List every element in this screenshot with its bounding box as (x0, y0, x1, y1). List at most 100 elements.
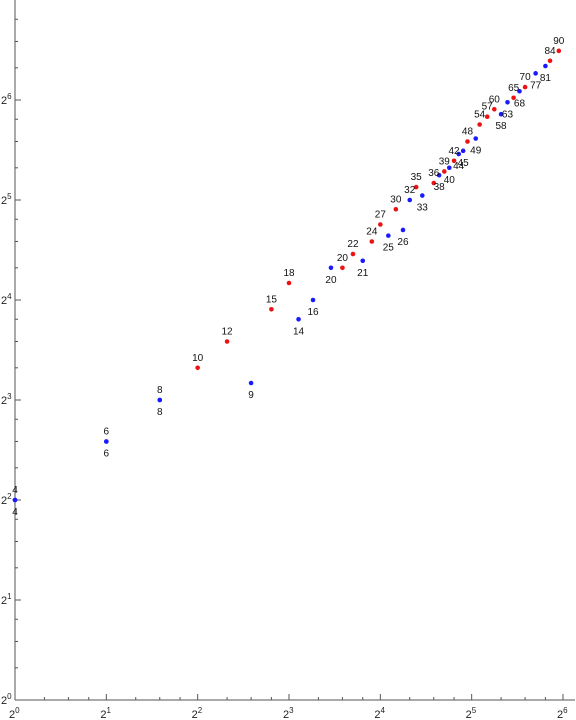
x-tick-label: 21 (100, 706, 111, 720)
data-point-label: 33 (417, 203, 429, 214)
data-point-label: 25 (383, 243, 395, 254)
data-point-label: 81 (540, 73, 552, 84)
y-tick-label: 25 (1, 192, 12, 207)
data-point (12, 497, 18, 503)
data-point (328, 265, 334, 271)
data-point (547, 58, 553, 64)
data-point (473, 136, 479, 141)
data-point-label: 10 (192, 353, 204, 364)
x-tick-label: 23 (283, 706, 294, 720)
data-point (407, 197, 413, 203)
data-point-label: 84 (544, 46, 556, 57)
data-point (543, 63, 548, 69)
data-point (436, 172, 442, 178)
data-point (393, 207, 399, 212)
data-point (350, 251, 356, 257)
data-point-label: 9 (248, 390, 254, 401)
data-point (505, 99, 510, 105)
data-point (369, 239, 375, 244)
data-point (386, 233, 391, 238)
data-point-label: 45 (458, 158, 470, 169)
data-point (492, 107, 497, 112)
data-point (465, 139, 470, 144)
data-point (431, 180, 437, 186)
y-tick-label: 22 (1, 492, 12, 507)
x-tick-label: 24 (374, 706, 385, 720)
data-point-label: 48 (462, 127, 474, 138)
data-point-label: 18 (283, 268, 295, 279)
data-point (195, 365, 200, 371)
data-point-label: 65 (508, 83, 520, 94)
data-point-label: 58 (496, 121, 508, 132)
data-point (456, 151, 461, 157)
data-point-label: 16 (307, 307, 319, 318)
data-points (12, 48, 562, 503)
data-point-label: 24 (366, 227, 378, 238)
data-point-label: 49 (470, 146, 482, 157)
data-point-label: 77 (530, 80, 542, 91)
data-point (286, 280, 292, 286)
data-point-label: 8 (157, 385, 163, 396)
data-point (224, 339, 230, 344)
data-point (498, 111, 504, 117)
data-point-label: 36 (428, 168, 440, 179)
axes (14, 0, 575, 701)
data-point-label: 4 (12, 485, 18, 496)
y-tick-label: 21 (1, 592, 12, 607)
data-point-label: 15 (266, 294, 278, 305)
data-point-label: 54 (474, 110, 486, 121)
data-point (269, 307, 274, 312)
data-point-label: 14 (293, 326, 305, 337)
x-tick-label: 26 (557, 706, 568, 720)
data-point-labels: 4466881012915181416202022212427253026323… (12, 36, 565, 518)
data-point-label: 90 (553, 36, 565, 47)
data-point (446, 165, 452, 171)
x-tick-label: 20 (9, 706, 20, 720)
x-tick-label: 22 (192, 706, 203, 720)
data-point (484, 114, 490, 120)
data-point-label: 35 (411, 172, 423, 183)
data-point (296, 316, 301, 322)
axis-ticks (14, 18, 564, 701)
data-point-label: 21 (357, 268, 369, 279)
y-tick-label: 26 (1, 92, 12, 107)
data-point-label: 22 (347, 239, 359, 250)
data-point (533, 71, 538, 76)
data-point-label: 12 (222, 327, 234, 338)
data-point-label: 70 (520, 72, 532, 83)
data-point (340, 265, 345, 271)
data-point (400, 227, 406, 233)
x-tick-label: 25 (466, 706, 477, 720)
data-point-label: 26 (397, 237, 409, 248)
data-point (104, 439, 109, 444)
data-point-label: 32 (404, 185, 416, 196)
data-point (477, 122, 482, 127)
data-point-label: 42 (449, 146, 461, 157)
y-tick-label: 23 (1, 392, 12, 407)
data-point-label: 8 (157, 407, 163, 418)
data-point (517, 88, 522, 94)
data-point (157, 397, 163, 403)
y-tick-label: 24 (1, 292, 12, 307)
data-point-label: 39 (439, 156, 451, 167)
y-tick-label: 20 (1, 692, 12, 707)
data-point (511, 95, 516, 101)
data-point-label: 63 (502, 109, 514, 120)
data-point-label: 38 (434, 182, 446, 193)
data-point (248, 380, 254, 386)
data-point (360, 258, 366, 264)
data-point (460, 148, 466, 154)
data-point-label: 40 (444, 175, 456, 186)
data-point-label: 68 (514, 98, 526, 109)
data-point (522, 84, 528, 90)
data-point (556, 48, 562, 54)
data-point (310, 297, 316, 303)
data-point (442, 169, 447, 174)
data-point-label: 27 (375, 210, 387, 221)
data-point-label: 20 (325, 275, 337, 286)
data-point-label: 20 (337, 253, 349, 264)
data-point-label: 6 (104, 427, 110, 438)
data-point-label: 57 (482, 102, 494, 113)
